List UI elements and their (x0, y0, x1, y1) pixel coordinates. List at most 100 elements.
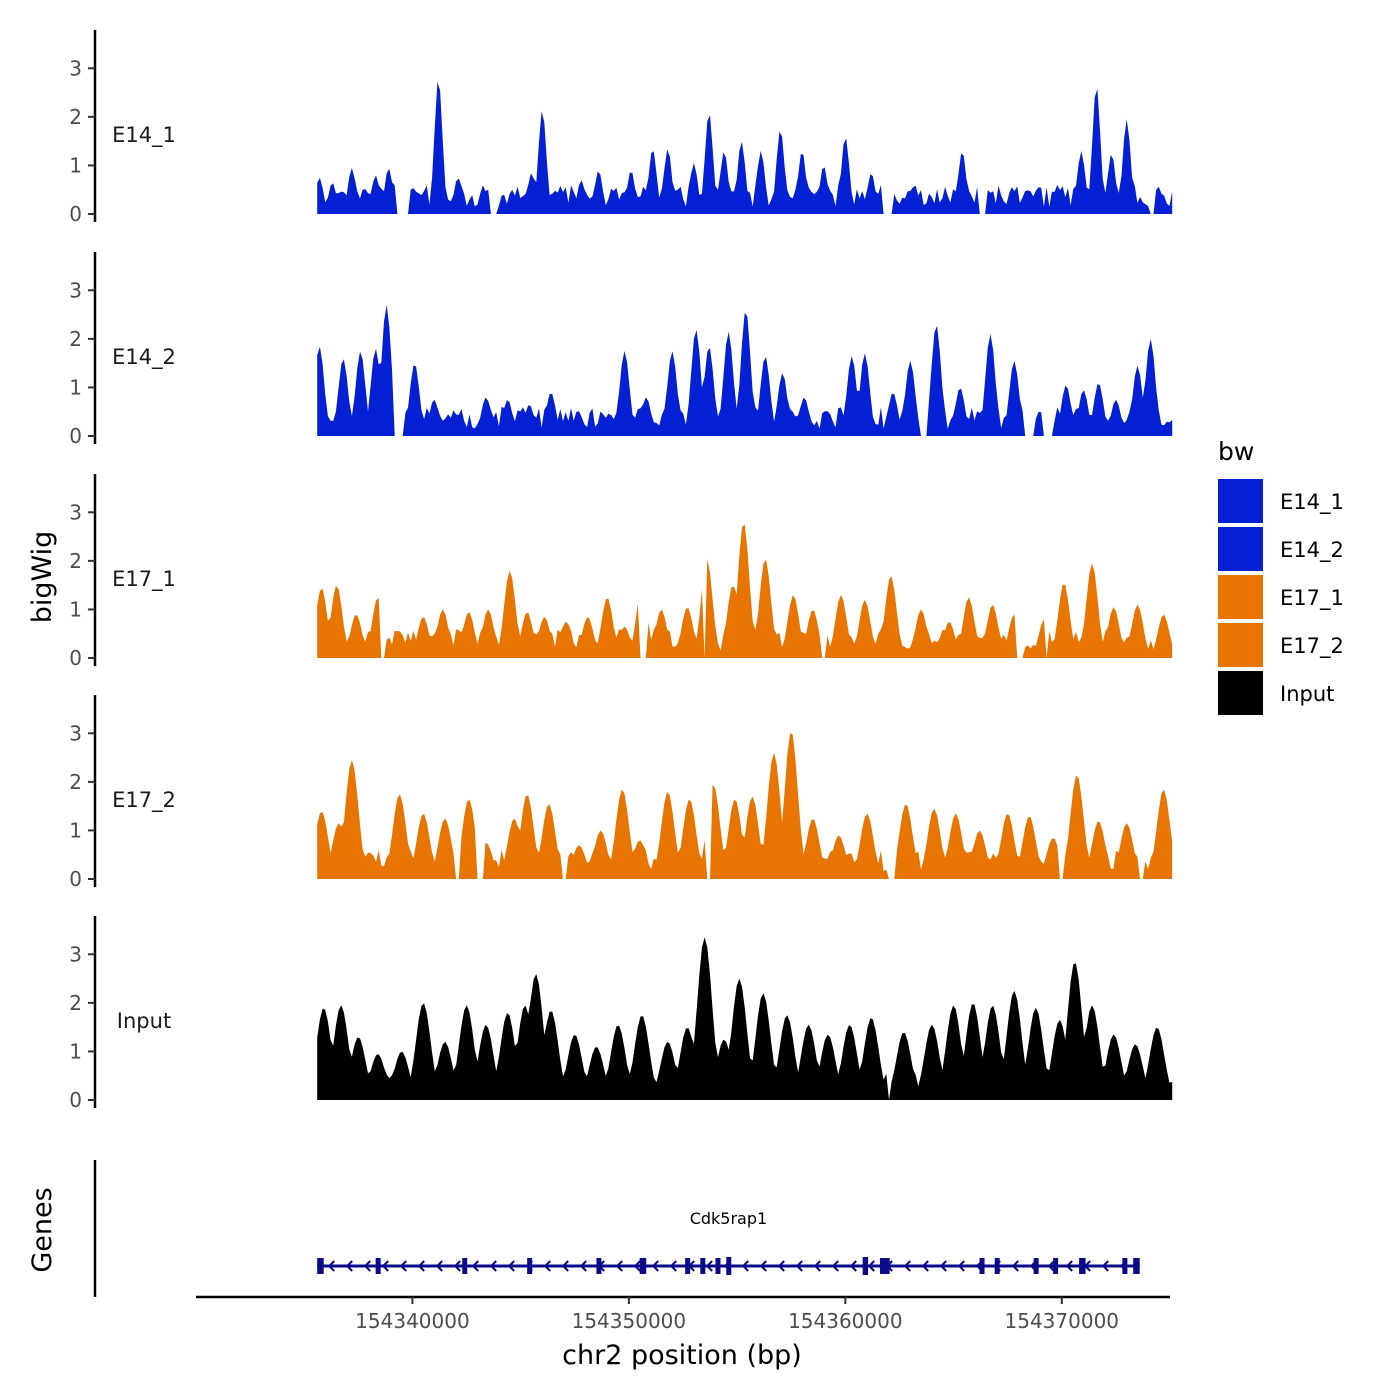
y-tick-label: 2 (69, 105, 82, 129)
legend-swatch-input (1218, 671, 1263, 715)
gene-exon (994, 1258, 1000, 1274)
y-tick-label: 0 (69, 1088, 82, 1112)
track-label: E17_1 (112, 567, 176, 592)
strand-arrow (795, 1260, 803, 1272)
strand-arrow (327, 1260, 335, 1272)
gene-exon (639, 1258, 647, 1274)
strand-arrow (813, 1260, 821, 1272)
strand-arrow (435, 1260, 443, 1272)
strand-arrow (831, 1260, 839, 1272)
track-label: E14_1 (112, 123, 176, 148)
track-e14-2: 0 1 2 3 E14_2 (69, 252, 1173, 448)
legend-label: Input (1280, 682, 1334, 706)
x-tick-label: 154360000 (788, 1309, 903, 1333)
gene-exon (862, 1257, 869, 1275)
gene-exon (1133, 1258, 1140, 1274)
y-tick-label: 1 (69, 818, 82, 842)
gene-exon (317, 1258, 324, 1274)
gene-exon (1053, 1258, 1059, 1274)
gene-exon (1033, 1258, 1039, 1274)
gene-exon (979, 1258, 985, 1274)
gene-exon (1079, 1258, 1086, 1274)
legend-label: E17_2 (1280, 634, 1344, 659)
strand-arrow (615, 1260, 623, 1272)
legend: bw E14_1 E14_2 E17_1 E17_2 Input (1218, 437, 1344, 715)
track-e17-2: 0 1 2 3 E17_2 (69, 695, 1173, 891)
legend-label: E17_1 (1280, 586, 1344, 611)
y-tick-label: 3 (69, 721, 82, 745)
strand-arrow (651, 1260, 659, 1272)
y-axis-title: bigWig (27, 531, 58, 624)
track-e14-1: 0 1 2 3 E14_1 (69, 30, 1173, 226)
gene-exon (527, 1258, 533, 1274)
strand-arrow (1047, 1260, 1055, 1272)
strand-arrow (399, 1260, 407, 1272)
strand-arrow (633, 1260, 641, 1272)
gene-panel: Cdk5rap1 (93, 1160, 1140, 1297)
y-tick-label: 2 (69, 327, 82, 351)
strand-arrow (1065, 1260, 1073, 1272)
y-tick-label: 3 (69, 942, 82, 966)
strand-arrow (489, 1260, 497, 1272)
strand-arrow (939, 1260, 947, 1272)
x-tick-label: 154340000 (355, 1309, 470, 1333)
gene-exon (715, 1258, 721, 1274)
track-e17-1: 0 1 2 3 E17_1 (69, 474, 1173, 670)
y-tick-label: 1 (69, 1039, 82, 1063)
area-e17-2 (317, 733, 1173, 879)
y-tick-label: 1 (69, 597, 82, 621)
strand-arrow (957, 1260, 965, 1272)
strand-arrow (741, 1260, 749, 1272)
gene-exon (726, 1257, 732, 1275)
strand-arrow (921, 1260, 929, 1272)
x-axis-title: chr2 position (bp) (562, 1340, 802, 1371)
y-tick-label: 3 (69, 278, 82, 302)
area-e14-1 (317, 82, 1173, 214)
strand-arrow (669, 1260, 677, 1272)
area-e14-2 (317, 305, 1173, 436)
strand-arrow (345, 1260, 353, 1272)
strand-arrow (381, 1260, 389, 1272)
track-label: Input (117, 1009, 171, 1033)
strand-arrow (453, 1260, 461, 1272)
tracks: 0 1 2 3 E14_1 0 1 2 3 E14_2 0 1 2 3 E17_1 0 1 2 3 E17_2 0 1 2 3… (69, 30, 1173, 1112)
area-e17-1 (317, 524, 1173, 658)
area-input (317, 937, 1173, 1100)
gene-cdk5rap1: Cdk5rap1 (317, 1209, 1140, 1275)
y-tick-label: 1 (69, 153, 82, 177)
y-tick-label: 0 (69, 202, 82, 226)
legend-swatch-e14-2 (1218, 527, 1263, 571)
y-tick-label: 2 (69, 770, 82, 794)
y-tick-label: 0 (69, 646, 82, 670)
legend-label: E14_2 (1280, 538, 1344, 563)
gene-exon (596, 1258, 602, 1274)
y-tick-label: 0 (69, 867, 82, 891)
legend-swatch-e14-1 (1218, 479, 1263, 523)
track-label: E17_2 (112, 788, 176, 813)
strand-arrow (903, 1260, 911, 1272)
strand-arrow (777, 1260, 785, 1272)
strand-arrow (579, 1260, 587, 1272)
x-axis: 154340000 154350000 154360000 154370000 (196, 1295, 1170, 1333)
y-tick-label: 2 (69, 549, 82, 573)
y-tick-label: 3 (69, 56, 82, 80)
x-tick-label: 154370000 (1005, 1309, 1120, 1333)
y-tick-label: 0 (69, 424, 82, 448)
strand-arrow (849, 1260, 857, 1272)
strand-arrow (417, 1260, 425, 1272)
gene-label: Cdk5rap1 (690, 1209, 768, 1228)
gene-exon (685, 1258, 691, 1274)
strand-arrow (561, 1260, 569, 1272)
gene-exon (1122, 1258, 1128, 1274)
strand-arrow (507, 1260, 515, 1272)
track-input: 0 1 2 3 Input (69, 916, 1173, 1112)
legend-label: E14_1 (1280, 490, 1344, 515)
strand-arrow (471, 1260, 479, 1272)
gene-exon (462, 1258, 468, 1274)
gene-exon (700, 1258, 706, 1274)
track-label: E14_2 (112, 345, 176, 370)
legend-title: bw (1218, 437, 1254, 466)
strand-arrow (543, 1260, 551, 1272)
strand-arrow (363, 1260, 371, 1272)
